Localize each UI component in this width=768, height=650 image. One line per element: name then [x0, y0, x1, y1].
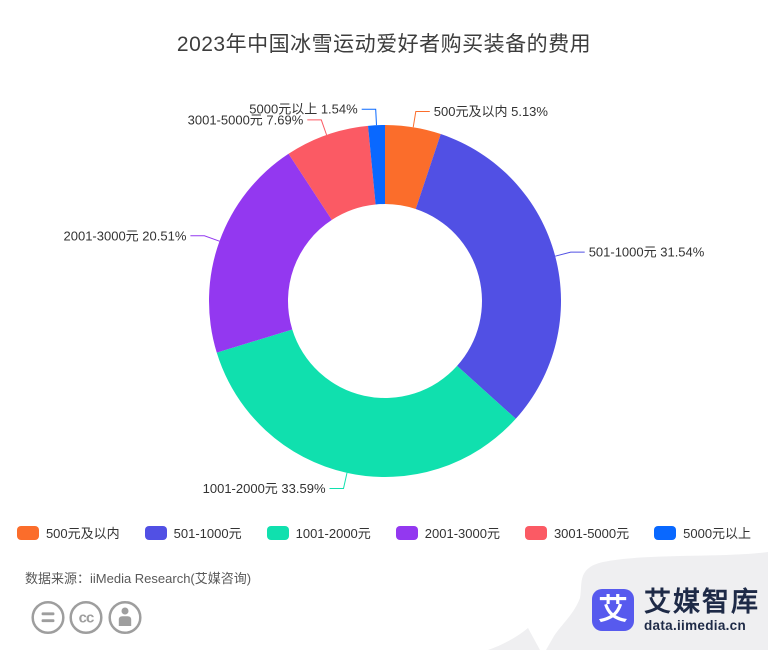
legend-label: 3001-5000元: [553, 526, 630, 541]
legend-label: 1001-2000元: [295, 526, 371, 541]
label-line: [307, 119, 328, 136]
source-note: 数据来源：iiMedia Research(艾媒咨询): [25, 571, 252, 586]
legend-item[interactable]: 1001-2000元: [266, 523, 371, 542]
label-line: [412, 111, 430, 128]
slice-label: 3001-5000元 7.69%: [188, 112, 304, 127]
slice-label: 501-1000元 31.54%: [589, 245, 705, 260]
brand-url: data.iimedia.cn: [644, 617, 747, 633]
legend-item[interactable]: 3001-5000元: [524, 523, 630, 542]
slice-label: 500元及以内 5.13%: [434, 104, 549, 119]
legend-item[interactable]: 5000元以上: [654, 523, 751, 542]
donut-slice-5[interactable]: [368, 124, 385, 205]
brand-logo-icon: 艾: [592, 589, 634, 632]
label-line: [555, 251, 585, 257]
slice-label: 2001-3000元 20.51%: [64, 228, 187, 243]
cc-icon: cc: [69, 600, 103, 635]
label-line: [329, 472, 348, 489]
legend-swatch: [654, 525, 677, 540]
label-line: [361, 108, 377, 126]
donut-slice-0[interactable]: [385, 125, 441, 209]
slice-label: 5000元以上 1.54%: [249, 102, 358, 117]
equals-icon: [31, 600, 65, 635]
person-icon: [108, 600, 142, 635]
svg-text:cc: cc: [79, 610, 94, 627]
slice-label: 1001-2000元 33.59%: [203, 481, 326, 496]
legend-label: 2001-3000元: [424, 526, 500, 541]
donut-slice-1[interactable]: [415, 134, 561, 419]
logo-glyph: 艾: [598, 594, 628, 627]
cc-license-icons: cc: [31, 600, 142, 635]
legend-label: 501-1000元: [173, 526, 242, 541]
brand-name: 艾媒智库: [644, 586, 760, 617]
legend-swatch: [266, 525, 289, 540]
donut-slice-2[interactable]: [216, 329, 516, 477]
legend-label: 5000元以上: [683, 526, 752, 541]
brand-logo: 艾 艾媒智库 data.iimedia.cn: [592, 586, 760, 633]
legend-item[interactable]: 500元及以内: [16, 523, 120, 542]
legend-swatch: [16, 525, 39, 540]
donut-slice-3[interactable]: [209, 153, 332, 353]
label-line: [190, 235, 220, 242]
legend-label: 500元及以内: [45, 526, 120, 541]
donut-slice-4[interactable]: [288, 125, 376, 220]
legend-item[interactable]: 2001-3000元: [395, 523, 500, 542]
donut-chart: 500元及以内 5.13% 501-1000元 31.54% 1001-2000元 …: [64, 102, 705, 496]
legend-item[interactable]: 501-1000元: [144, 523, 242, 542]
legend: 500元及以内 501-1000元 1001-2000元 2001-3000元 3001…: [0, 523, 768, 542]
legend-swatch: [144, 525, 167, 540]
legend-swatch: [395, 525, 418, 540]
chart-title: 2023年中国冰雪运动爱好者购买装备的费用: [176, 33, 592, 56]
legend-swatch: [524, 525, 547, 540]
